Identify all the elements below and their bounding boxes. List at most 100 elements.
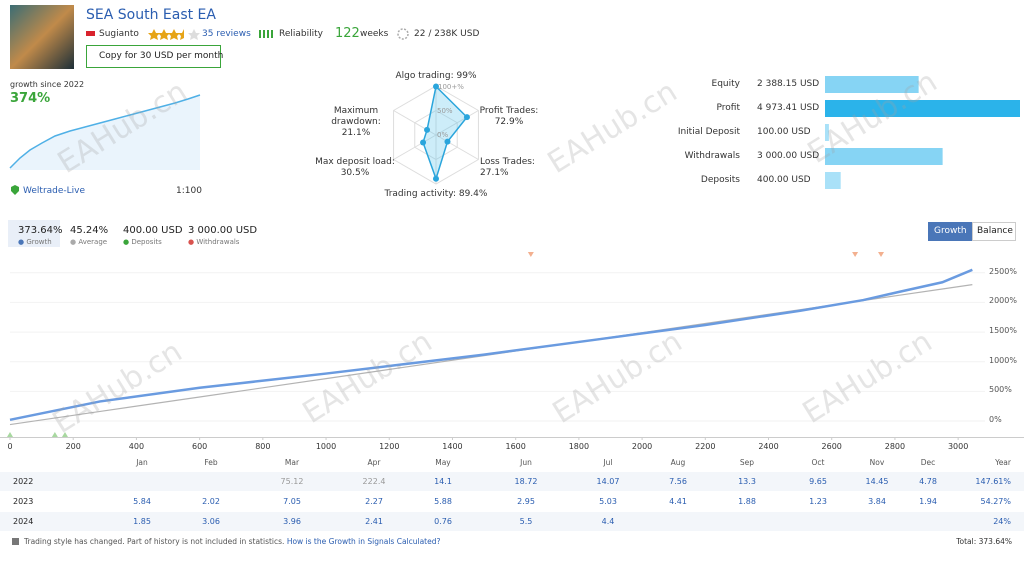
radar-point bbox=[433, 175, 439, 182]
month-header: Aug bbox=[670, 458, 686, 467]
broker[interactable]: Weltrade-Live bbox=[23, 186, 86, 196]
month-header: Oct bbox=[811, 458, 825, 467]
stat-value: 4 973.41 USD bbox=[757, 103, 820, 113]
row-band bbox=[0, 512, 1024, 531]
cell: 1.23 bbox=[809, 497, 827, 506]
avatar bbox=[10, 5, 74, 69]
stat-bar bbox=[825, 172, 841, 189]
year-total: 147.61% bbox=[975, 477, 1011, 486]
year-header: Year bbox=[995, 458, 1011, 467]
withdrawal-marker bbox=[527, 252, 534, 257]
cell: 14.1 bbox=[434, 477, 452, 486]
month-header: Jul bbox=[603, 458, 613, 467]
copy-button[interactable]: Copy for 30 USD per month bbox=[99, 51, 224, 61]
x-tick-label: 2800 bbox=[884, 442, 906, 451]
help-link[interactable]: How is the Growth in Signals Calculated? bbox=[286, 537, 441, 546]
x-tick-label: 3000 bbox=[947, 442, 969, 451]
weeks: 122 bbox=[335, 26, 360, 41]
summary-value: 3 000.00 USD bbox=[188, 225, 258, 236]
summary-label-text: Average bbox=[78, 238, 108, 246]
cell: 9.65 bbox=[809, 477, 827, 486]
cell: 5.5 bbox=[519, 517, 533, 526]
radar-spoke bbox=[435, 134, 479, 160]
radar-scale: 100+% bbox=[438, 83, 464, 91]
leverage: 1:100 bbox=[176, 186, 202, 196]
note-icon bbox=[12, 538, 19, 545]
summary-label: ● Average bbox=[70, 238, 108, 246]
stat-bar bbox=[825, 124, 829, 141]
deposit-marker bbox=[61, 432, 68, 437]
balance-button[interactable] bbox=[972, 222, 1016, 241]
cell: 75.12 bbox=[280, 477, 304, 486]
cell: 14.07 bbox=[596, 477, 620, 486]
stars bbox=[148, 29, 200, 40]
stat-label: Withdrawals bbox=[684, 151, 740, 161]
stat-value: 100.00 USD bbox=[757, 127, 811, 137]
cell: 2.41 bbox=[365, 517, 383, 526]
radar-label: Trading activity: 89.4% bbox=[384, 189, 488, 199]
cell: 7.05 bbox=[283, 497, 301, 506]
withdrawal-marker bbox=[878, 252, 885, 257]
x-tick-label: 1400 bbox=[442, 442, 463, 451]
row-year: 2023 bbox=[13, 497, 34, 506]
month-header: Apr bbox=[367, 458, 381, 467]
x-tick-label: 200 bbox=[65, 442, 81, 451]
title: SEA South East EA bbox=[86, 7, 216, 23]
month-header: Mar bbox=[284, 458, 300, 467]
cell: 3.84 bbox=[868, 497, 886, 506]
stat-bar bbox=[825, 148, 943, 165]
cell: 13.3 bbox=[738, 477, 756, 486]
radar-scale: 0% bbox=[437, 131, 449, 139]
radar-spoke bbox=[393, 134, 437, 160]
summary-item: 45.24% ● Average bbox=[70, 225, 108, 246]
stat-label: Deposits bbox=[700, 175, 740, 185]
cell: 18.72 bbox=[514, 477, 538, 486]
growth-value: 374% bbox=[10, 91, 51, 106]
author[interactable]: Sugianto bbox=[99, 29, 139, 39]
radar-point bbox=[420, 139, 427, 146]
row-band bbox=[0, 472, 1024, 491]
radar-label: Maximum drawdown: 21.1% bbox=[331, 106, 381, 138]
year-total: 24% bbox=[993, 517, 1011, 526]
stat-bar bbox=[825, 76, 919, 93]
summary-item: 400.00 USD ● Deposits bbox=[123, 225, 183, 246]
summary-label-text: Deposits bbox=[131, 238, 162, 246]
summary-value: 45.24% bbox=[70, 225, 109, 236]
month-header: Nov bbox=[869, 458, 885, 467]
radar-scale: 50% bbox=[437, 107, 453, 115]
month-header: Jun bbox=[520, 458, 532, 467]
y-tick-label: 500% bbox=[989, 385, 1012, 395]
cell: 14.45 bbox=[865, 477, 889, 486]
subscribers-icon bbox=[397, 28, 409, 40]
summary-item: 373.64% ● Growth bbox=[18, 225, 63, 246]
growth-button-label[interactable]: Growth bbox=[934, 226, 967, 236]
x-tick-label: 600 bbox=[191, 442, 208, 451]
total: Total: 373.64% bbox=[956, 537, 1012, 546]
month-header: May bbox=[435, 458, 451, 467]
radar-label: Profit Trades: 72.9% bbox=[479, 106, 539, 127]
growth-label: growth since 2022 bbox=[10, 80, 85, 89]
copy-button-border bbox=[86, 45, 221, 68]
deposit-marker bbox=[7, 432, 13, 437]
reliability-icon bbox=[259, 30, 273, 38]
summary-label-text: Withdrawals bbox=[196, 238, 240, 246]
cell: 7.56 bbox=[669, 477, 687, 486]
summary-value: 373.64% bbox=[18, 225, 63, 236]
x-tick-label: 2200 bbox=[695, 442, 716, 451]
x-tick-label: 400 bbox=[128, 442, 145, 451]
stat-value: 3 000.00 USD bbox=[757, 151, 820, 161]
x-tick-label: 1000 bbox=[315, 442, 337, 451]
y-tick-label: 2000% bbox=[989, 296, 1017, 306]
radar-point bbox=[463, 114, 470, 121]
growth-button[interactable] bbox=[928, 222, 972, 241]
balance-button-label[interactable]: Balance bbox=[977, 226, 1013, 236]
cell: 1.85 bbox=[133, 517, 151, 526]
note-text: Trading style has changed. Part of histo… bbox=[24, 537, 285, 546]
deposit-marker bbox=[51, 432, 58, 437]
cell: 3.06 bbox=[202, 517, 220, 526]
mini-area bbox=[10, 95, 200, 170]
stat-value: 2 388.15 USD bbox=[757, 79, 820, 89]
x-tick-label: 1600 bbox=[505, 442, 526, 451]
reviews[interactable]: 35 reviews bbox=[202, 29, 251, 39]
